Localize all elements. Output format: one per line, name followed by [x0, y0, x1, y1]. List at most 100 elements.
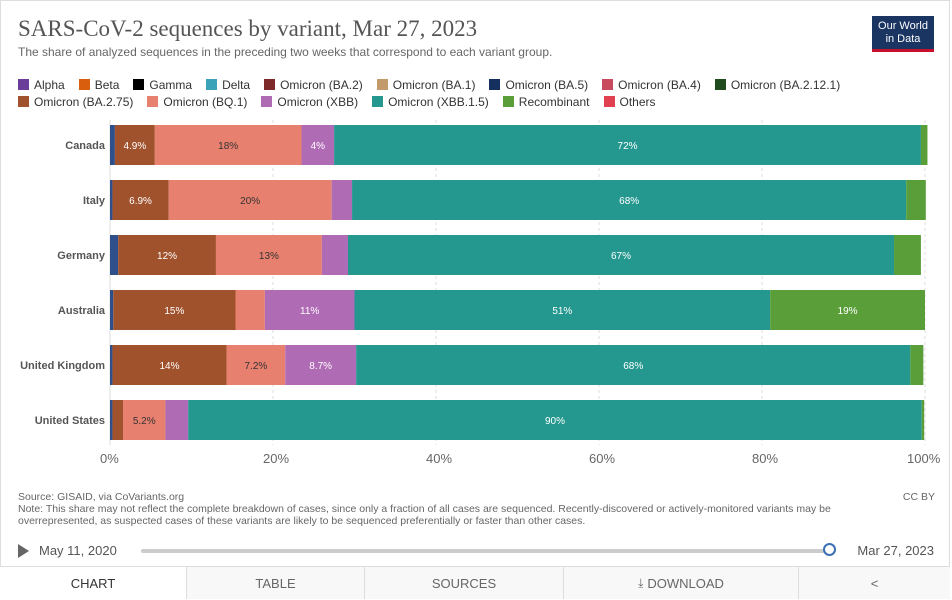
data-label: 15%: [164, 306, 184, 317]
legend-label: Beta: [94, 77, 120, 92]
data-label: 20%: [240, 196, 260, 207]
bar-segment: [906, 180, 926, 220]
tab-download[interactable]: ⤓ DOWNLOAD: [563, 567, 798, 599]
legend-swatch: [603, 96, 615, 107]
source-text: Source: GISAID, via CoVariants.org: [18, 491, 185, 503]
timeline-track[interactable]: [141, 549, 831, 553]
timeline-handle[interactable]: [823, 543, 836, 556]
legend-label: Omicron (XBB.1.5): [388, 94, 489, 109]
legend-label: Delta: [222, 77, 251, 92]
bar-segment: [226, 345, 286, 385]
legend-item[interactable]: Recombinant: [502, 95, 590, 109]
download-icon: ⤓: [638, 575, 644, 590]
legend-item[interactable]: Omicron (BA.2): [264, 78, 363, 92]
owid-logo[interactable]: Our World in Data: [872, 16, 934, 52]
share-icon: <: [870, 575, 879, 591]
bar-segment: [356, 345, 911, 385]
x-tick-label: 20%: [263, 451, 289, 466]
bar-segment: [770, 290, 925, 330]
play-icon[interactable]: [18, 544, 29, 558]
tab-table[interactable]: TABLE: [186, 567, 364, 599]
legend-item[interactable]: Alpha: [18, 78, 65, 92]
bar-segment: [188, 400, 922, 440]
category-label: United Kingdom: [20, 360, 105, 372]
stacked-bar-chart: 0% 20% 40% 60% 80% 100% Canada 4.9% 18% 4% 72% Ital…: [20, 120, 941, 466]
tab-bar: CHART TABLE SOURCES ⤓ DOWNLOAD <: [0, 566, 950, 599]
data-label: 18%: [218, 141, 238, 152]
legend-item[interactable]: Omicron (BA.4): [602, 78, 701, 92]
bar-segment: [921, 400, 925, 440]
legend-label: Omicron (BA.2): [280, 77, 363, 92]
legend-label: Alpha: [34, 77, 65, 92]
bar-segment: [110, 345, 113, 385]
legend-swatch: [502, 96, 514, 107]
legend-label: Omicron (BA.5): [505, 77, 589, 92]
legend-swatch: [372, 96, 384, 107]
category-label: Germany: [57, 250, 106, 262]
legend-item[interactable]: Gamma: [133, 78, 192, 92]
bar-segment: [112, 180, 169, 220]
license-link[interactable]: CC BY: [902, 491, 935, 503]
legend-item[interactable]: Omicron (BA.2.75): [18, 95, 133, 109]
chart-title: SARS-CoV-2 sequences by variant, Mar 27,…: [18, 16, 478, 41]
x-tick-label: 60%: [589, 451, 615, 466]
bar-segment: [110, 290, 114, 330]
tab-chart[interactable]: CHART: [0, 567, 186, 599]
note-text: Note: This share may not reflect the com…: [18, 503, 831, 527]
tab-chart-label: CHART: [70, 575, 116, 591]
legend-item[interactable]: Omicron (BA.2.12.1): [714, 78, 840, 92]
data-label: 8.7%: [309, 361, 332, 372]
data-label: 14%: [159, 361, 179, 372]
legend-item[interactable]: Beta: [78, 77, 120, 92]
bar-segment: [118, 235, 216, 275]
data-label: 4.9%: [123, 141, 146, 152]
chart-subtitle: The share of analyzed sequences in the p…: [18, 45, 553, 59]
share-button[interactable]: <: [798, 567, 950, 599]
data-label: 4%: [311, 141, 326, 152]
bar-segment: [334, 125, 921, 165]
legend-item[interactable]: Omicron (BA.5): [489, 78, 588, 92]
legend-item[interactable]: Omicron (XBB): [261, 95, 358, 109]
legend-label: Omicron (BA.1): [392, 77, 476, 92]
bar-segment: [264, 290, 355, 330]
data-label: 11%: [300, 306, 319, 317]
legend-swatch: [133, 79, 145, 90]
x-tick-label: 80%: [752, 451, 778, 466]
bar-segment: [910, 345, 924, 385]
tab-sources[interactable]: SOURCES: [364, 567, 563, 599]
bar-segment: [112, 345, 227, 385]
legend-swatch: [602, 79, 614, 90]
bar-segment: [110, 400, 113, 440]
bar-segment: [321, 235, 348, 275]
legend-label: Omicron (XBB): [277, 94, 359, 109]
legend-item[interactable]: Others: [603, 94, 656, 109]
data-label: 68%: [623, 361, 643, 372]
data-label: 12%: [157, 251, 177, 262]
legend-swatch: [18, 96, 29, 107]
category-label: Canada: [65, 140, 106, 152]
legend-swatch: [489, 79, 501, 90]
legend-swatch: [714, 79, 726, 90]
legend-item[interactable]: Omicron (BQ.1): [147, 95, 247, 109]
bar-segment: [110, 125, 115, 165]
legend-label: Omicron (BQ.1): [163, 94, 248, 109]
bar-segment: [154, 125, 302, 165]
legend-item[interactable]: Omicron (BA.1): [376, 77, 476, 92]
legend-row: Alpha Beta Gamma Delta Omicron (BA.2) Omicron…: [18, 76, 918, 93]
bar-segment: [301, 125, 335, 165]
bar-segment: [215, 235, 322, 275]
tab-table-label: TABLE: [255, 575, 296, 591]
bar-segment: [894, 235, 921, 275]
bar-segment: [110, 235, 119, 275]
legend-label: Others: [619, 94, 656, 109]
timeline: May 11, 2020 Mar 27, 2023: [18, 541, 938, 561]
data-label: 67%: [611, 251, 631, 262]
data-label: 51%: [552, 306, 572, 317]
tab-sources-label: SOURCES: [431, 575, 497, 591]
bar-segment: [165, 400, 189, 440]
bar-segment: [347, 235, 895, 275]
legend-swatch: [206, 79, 218, 90]
legend-item[interactable]: Omicron (XBB.1.5): [372, 95, 489, 109]
legend-item[interactable]: Delta: [206, 78, 250, 92]
data-label: 19%: [838, 306, 858, 317]
